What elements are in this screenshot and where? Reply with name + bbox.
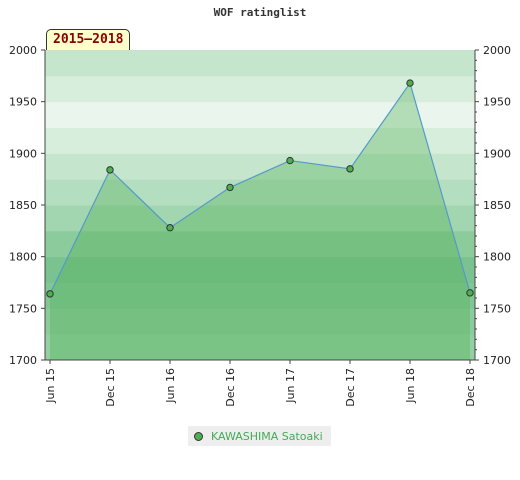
y-tick-label-left: 1700 <box>9 354 37 367</box>
rating-line <box>49 81 471 295</box>
x-tick-label: Dec 17 <box>344 368 357 407</box>
y-tick-label-right: 1950 <box>483 96 511 109</box>
legend: KAWASHIMA Satoaki <box>188 426 331 446</box>
x-tick-label: Jun 15 <box>44 368 57 404</box>
background-band <box>45 256 475 283</box>
background-band <box>45 205 475 232</box>
background-band <box>45 179 475 206</box>
x-tick-label: Jun 16 <box>164 368 177 404</box>
rating-area <box>50 83 470 361</box>
x-tick-label: Dec 15 <box>104 368 117 407</box>
y-tick-label-left: 1850 <box>9 199 37 212</box>
y-tick-label-right: 1850 <box>483 199 511 212</box>
data-point <box>286 156 294 165</box>
data-point <box>226 183 234 192</box>
data-point <box>166 224 174 232</box>
data-point <box>466 289 474 297</box>
y-tick-label-left: 1800 <box>9 251 37 264</box>
y-tick-label-left: 1750 <box>9 302 37 315</box>
x-tick-label: Jun 17 <box>284 368 297 404</box>
background-band <box>45 334 475 361</box>
background-band <box>45 282 475 309</box>
x-tick-label: Dec 18 <box>464 368 477 407</box>
background-band <box>45 101 475 128</box>
y-tick-label-right: 1700 <box>483 354 511 367</box>
background-band <box>45 75 475 103</box>
legend-label: KAWASHIMA Satoaki <box>211 429 323 443</box>
background-band <box>45 50 475 77</box>
data-point <box>406 79 414 87</box>
background-band <box>45 230 475 258</box>
y-tick-label-right: 1800 <box>483 251 511 264</box>
background-band <box>45 127 475 154</box>
chart-title: WOF ratinglist <box>213 6 307 19</box>
x-tick-label: Dec 16 <box>224 368 237 407</box>
y-tick-label-left: 1900 <box>9 147 37 160</box>
y-tick-label-right: 2000 <box>483 44 511 57</box>
background-band <box>45 153 475 180</box>
data-point <box>346 165 354 173</box>
y-tick-label-left: 1950 <box>9 96 37 109</box>
background-band <box>45 308 475 335</box>
data-point <box>106 166 114 174</box>
x-tick-label: Jun 18 <box>404 368 417 404</box>
y-tick-label-right: 1750 <box>483 302 511 315</box>
y-tick-label-left: 2000 <box>9 44 37 57</box>
legend-marker-icon <box>194 431 203 441</box>
y-tick-label-right: 1900 <box>483 147 511 160</box>
data-point <box>46 290 54 298</box>
